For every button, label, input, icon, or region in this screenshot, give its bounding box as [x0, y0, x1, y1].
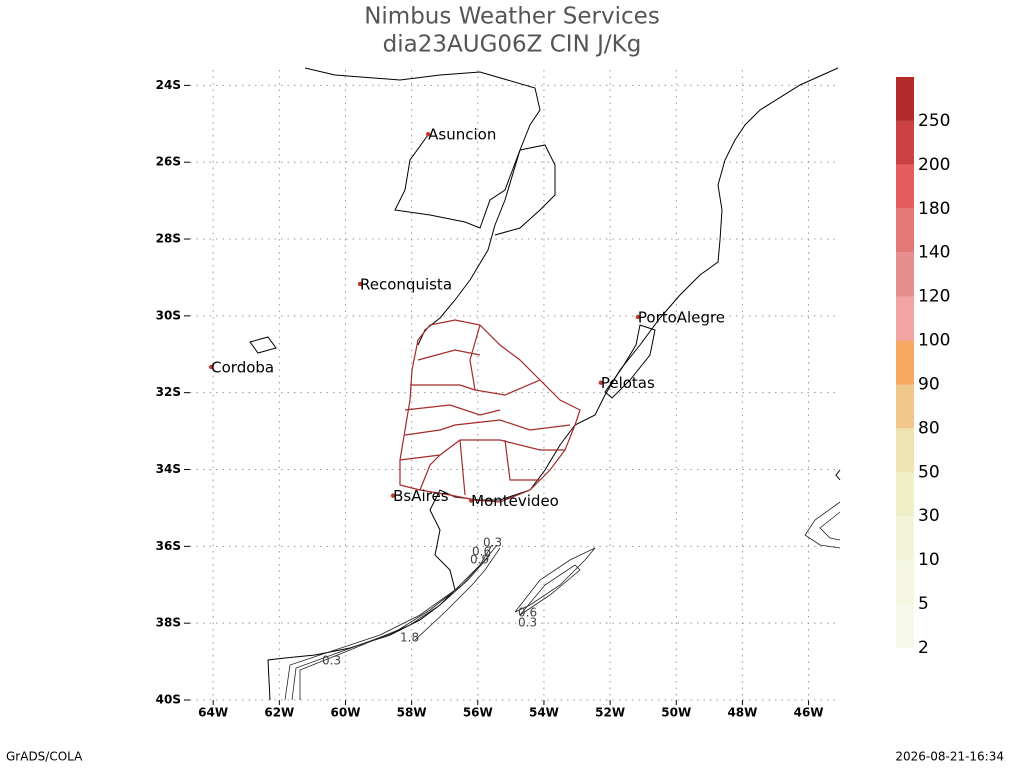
colorbar-swatch: [896, 120, 914, 165]
contour: [514, 547, 596, 613]
y-tick-label: 34S: [156, 462, 181, 476]
colorbar-swatch: [896, 560, 914, 605]
coastlines: [249, 67, 841, 701]
y-tick-label: 30S: [156, 308, 181, 322]
city-label: PortoAlegre: [638, 309, 725, 327]
contour: [519, 564, 581, 616]
grid: 64W 62W 60W 58W 56W 54W 52W 50W 48W 46W 24S 26S 28S 3…: [156, 70, 840, 720]
y-tick-label: 38S: [156, 616, 181, 630]
contour-label: 0.6: [472, 545, 491, 559]
colorbar-swatch: [896, 472, 914, 517]
contour: [291, 544, 498, 701]
y-tick-label: 32S: [156, 385, 181, 399]
colorbar-swatch: [896, 208, 914, 253]
contour: [804, 501, 841, 549]
contour-label: 0.6: [518, 606, 537, 620]
x-tick-label: 48W: [727, 706, 757, 720]
colorbar-label: 250: [918, 111, 950, 131]
contour-label: 0.9: [470, 553, 489, 567]
x-tick-label: 46W: [794, 706, 824, 720]
city-marker: [468, 498, 474, 503]
contour: [284, 544, 493, 701]
colorbar: 2 5 10 30 50 80 90 100 120 140 180 200 250: [896, 77, 950, 658]
city-marker: [357, 281, 363, 287]
city-marker: [208, 364, 214, 370]
x-tick-label: 56W: [463, 706, 493, 720]
y-tick-label: 28S: [156, 232, 181, 246]
y-tick-label: 24S: [156, 78, 181, 92]
uruguay-outline: [399, 319, 581, 503]
colorbar-label: 50: [918, 462, 940, 482]
colorbar-label: 80: [918, 418, 940, 438]
city-marker: [425, 131, 431, 137]
y-tick-label: 26S: [156, 155, 181, 169]
colorbar-swatch: [896, 604, 914, 648]
colorbar-swatch: [896, 384, 914, 429]
contour-label: 0.3: [518, 616, 537, 630]
y-tick-label: 40S: [156, 693, 181, 707]
x-tick-label: 54W: [529, 706, 559, 720]
colorbar-label: 5: [918, 594, 929, 614]
subtitle: dia23AUG06Z CIN J/Kg: [383, 32, 642, 58]
x-tick-label: 58W: [397, 706, 427, 720]
contour-label: 0.3: [483, 536, 502, 550]
colorbar-label: 120: [918, 287, 950, 307]
colorbar-label: 10: [918, 550, 940, 570]
city-marker: [598, 380, 604, 385]
x-tick-label: 50W: [661, 706, 691, 720]
x-tick-label: 52W: [595, 706, 625, 720]
contour-label: 1.8: [400, 631, 419, 645]
contour: [299, 554, 491, 700]
contour: [414, 547, 501, 641]
contour-label: 0.3: [322, 654, 341, 668]
x-tick-label: 62W: [264, 706, 294, 720]
colorbar-swatch: [896, 296, 914, 341]
colorbar-label: 2: [918, 638, 929, 658]
footer-left: GrADS/COLA: [6, 750, 83, 764]
contour-labels: 0.3 0.6 0.9 1.8 0.3 0.6 0.3: [322, 536, 537, 668]
department-lines: [399, 324, 571, 496]
paraguay-border: [394, 134, 556, 236]
city-label: Cordoba: [211, 358, 274, 376]
city-label: Montevideo: [471, 492, 559, 510]
colorbar-swatch: [896, 340, 914, 385]
contours: [284, 501, 841, 701]
title: Nimbus Weather Services: [364, 4, 660, 30]
colorbar-label: 180: [918, 199, 950, 219]
colorbar-label: 90: [918, 374, 940, 394]
colorbar-swatch: [896, 516, 914, 561]
city-label: Asuncion: [428, 126, 496, 144]
city-label: Pelotas: [601, 374, 655, 392]
island: [249, 336, 277, 354]
colorbar-label: 30: [918, 506, 940, 526]
colorbar-label: 100: [918, 331, 950, 351]
colorbar-swatch: [896, 428, 914, 473]
x-tick-label: 60W: [331, 706, 361, 720]
coastline: [267, 67, 839, 701]
colorbar-label: 140: [918, 243, 950, 263]
colorbar-swatch: [896, 164, 914, 209]
east-blob: [835, 469, 841, 481]
colorbar-swatch: [896, 252, 914, 297]
city-label: Reconquista: [360, 275, 452, 293]
footer-right: 2026-08-21-16:34: [895, 750, 1004, 764]
river-border: [304, 67, 541, 346]
cities: Asuncion Reconquista Cordoba PortoAlegre Pel…: [208, 126, 725, 510]
y-tick-label: 36S: [156, 539, 181, 553]
uruguay-borders: [399, 319, 581, 503]
colorbar-swatch: [896, 77, 914, 121]
colorbar-label: 200: [918, 155, 950, 175]
x-tick-label: 64W: [198, 706, 228, 720]
city-label: BsAires: [393, 487, 449, 505]
lagoon: [604, 324, 656, 399]
city-marker: [390, 493, 396, 498]
city-marker: [635, 314, 641, 320]
